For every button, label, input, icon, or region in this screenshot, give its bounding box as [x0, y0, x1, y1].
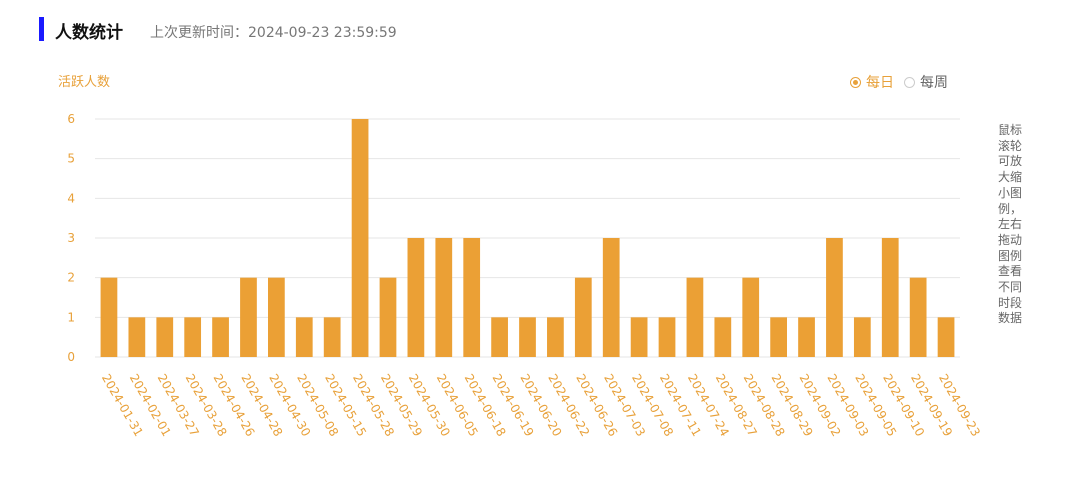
bar — [212, 317, 229, 357]
radio-option[interactable]: 每日 — [850, 72, 894, 92]
bar — [491, 317, 508, 357]
bar — [184, 317, 202, 357]
bar — [658, 317, 676, 357]
bar — [742, 277, 760, 357]
bar — [826, 238, 843, 357]
radio-label: 每周 — [920, 75, 948, 91]
radio-dot — [904, 76, 915, 88]
bar — [853, 317, 871, 357]
radio-dot — [850, 76, 861, 88]
period-switch: 每日 每周 — [850, 72, 948, 92]
bar — [240, 277, 257, 357]
radio-label: 每日 — [866, 75, 894, 91]
radio-option[interactable]: 每周 — [904, 72, 948, 92]
bar — [323, 317, 341, 357]
bar — [686, 277, 704, 357]
y-tick-label: 6 — [67, 112, 75, 126]
update-time: 上次更新时间：2024-09-23 23:59:59 — [150, 25, 397, 41]
y-axis-title: 活跃人数 — [58, 75, 110, 90]
bar — [937, 317, 955, 357]
bar — [519, 317, 536, 357]
y-tick-label: 0 — [67, 350, 75, 364]
bar — [798, 317, 815, 357]
bar — [379, 277, 397, 357]
bar — [407, 238, 425, 357]
bar — [714, 317, 732, 357]
bar — [630, 317, 648, 357]
bar — [351, 119, 369, 357]
bar — [547, 317, 564, 357]
y-tick-label: 5 — [67, 152, 75, 166]
y-tick-label: 1 — [67, 310, 75, 324]
bar — [295, 317, 313, 357]
bar — [602, 238, 620, 357]
bar — [770, 317, 787, 357]
bar — [128, 317, 146, 357]
bar — [156, 317, 174, 357]
bar — [909, 277, 927, 357]
y-tick-label: 2 — [67, 271, 75, 285]
page-title: 人数统计 — [55, 23, 123, 43]
bar — [574, 277, 592, 357]
hint: 鼠标滚轮可放大缩小图例，左右拖动图例查看不同时段数据 — [998, 123, 1023, 326]
bar — [435, 238, 453, 357]
bar — [268, 277, 285, 357]
bar — [100, 277, 118, 357]
y-tick-label: 3 — [67, 231, 75, 245]
title-accent — [39, 17, 44, 41]
y-tick-label: 4 — [67, 191, 75, 205]
bar — [463, 238, 481, 357]
bar — [881, 238, 899, 357]
